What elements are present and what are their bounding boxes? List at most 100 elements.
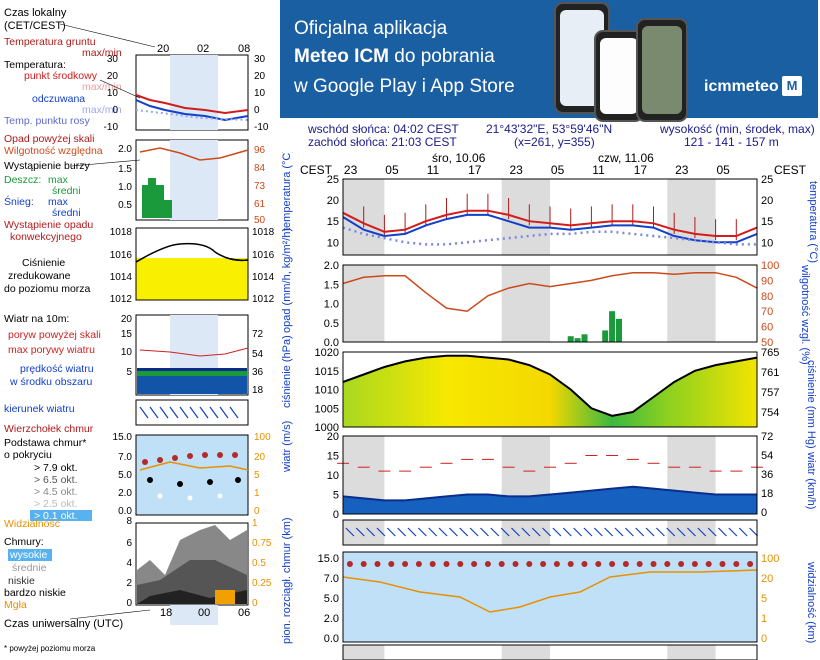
svg-text:0: 0: [254, 105, 260, 116]
cloud-ytick: 0.0: [324, 633, 339, 645]
day-label-1: śro, 10.06: [432, 152, 486, 165]
wind-arrow-icon: [728, 527, 738, 537]
cloud-top-dot: [374, 561, 381, 567]
svg-text:o pokryciu: o pokryciu: [4, 449, 52, 461]
svg-text:72: 72: [252, 329, 264, 340]
svg-text:1014: 1014: [252, 272, 275, 283]
svg-text:poryw powyżej skali: poryw powyżej skali: [8, 329, 101, 341]
hour-label: 23: [675, 163, 689, 177]
svg-text:20: 20: [121, 314, 133, 325]
wind-arrow-icon: [376, 527, 386, 537]
svg-text:średni: średni: [52, 185, 81, 197]
panel-frame: [342, 178, 758, 256]
cloud-top-dot: [733, 561, 740, 567]
mini-panels: [135, 54, 249, 625]
precip-ytick: 1.0: [324, 299, 339, 311]
vis-ytick: 100: [761, 553, 779, 565]
svg-text:96: 96: [254, 145, 266, 156]
local-time-sub: (CET/CEST): [4, 20, 66, 32]
svg-text:0: 0: [112, 105, 118, 116]
svg-text:max porywy wiatru: max porywy wiatru: [8, 344, 95, 356]
svg-text:1.0: 1.0: [118, 182, 132, 193]
vis-ytick: 0: [761, 633, 767, 645]
wind-ytick: 20: [327, 431, 339, 443]
vis-ylabel: widzialność (km): [805, 561, 817, 643]
tz-label-right: CEST: [774, 163, 807, 177]
wind-ytick: 5: [333, 490, 339, 502]
svg-text:20: 20: [254, 71, 266, 82]
utc-label: Czas uniwersalny (UTC): [4, 618, 123, 630]
svg-text:00: 00: [198, 607, 210, 619]
svg-text:konwekcyjnego: konwekcyjnego: [10, 231, 82, 243]
local-tick-20: 20: [157, 43, 169, 55]
precip-ytick: 0.0: [324, 337, 339, 349]
svg-text:> 4.5 okt.: > 4.5 okt.: [34, 486, 78, 498]
svg-text:0: 0: [254, 506, 260, 517]
svg-text:0.5: 0.5: [252, 558, 266, 569]
wind-arrow-icon: [139, 406, 149, 419]
wind-area: [343, 486, 757, 514]
elevation-values: 121 - 141 - 157 m: [684, 135, 779, 149]
wind-arrow-icon: [417, 527, 427, 537]
night-band: [343, 520, 385, 545]
svg-text:2.0: 2.0: [118, 144, 132, 155]
pressure-line: [342, 354, 758, 417]
pres-ytick: 1020: [315, 347, 339, 359]
wind-arrow-icon: [635, 527, 645, 537]
hum-ylabel: wilgotność wzgl. (%): [799, 264, 811, 365]
cloud-top-dot: [636, 561, 643, 567]
footnote: * powyżej poziomu morza: [4, 644, 96, 653]
svg-text:Wierzchołek chmur: Wierzchołek chmur: [4, 423, 94, 435]
wind-arrow-icon: [573, 527, 583, 537]
phone-image-right: [636, 18, 688, 122]
svg-text:> 2.5 okt.: > 2.5 okt.: [34, 498, 78, 510]
sunset-text: zachód słońca: 21:03 CEST: [308, 135, 457, 149]
svg-text:kierunek wiatru: kierunek wiatru: [4, 403, 75, 415]
svg-text:> 6.5 okt.: > 6.5 okt.: [34, 474, 78, 486]
wind-arrow-icon: [583, 527, 593, 537]
precip-ytick: 0.5: [324, 318, 339, 330]
wind-ytick-r: 36: [761, 469, 773, 481]
wind-arrow-icon: [500, 527, 510, 537]
temp-ytick-r: 15: [761, 216, 773, 228]
pres-ytick-r: 757: [761, 387, 779, 399]
rain-bar: [574, 338, 581, 342]
local-tick-02: 02: [197, 43, 209, 55]
svg-text:8: 8: [126, 516, 132, 527]
svg-text:bardzo niskie: bardzo niskie: [4, 587, 66, 599]
svg-text:1012: 1012: [252, 294, 275, 305]
wind-arrow-icon: [428, 527, 438, 537]
wind-arrow-icon: [645, 527, 655, 537]
vis-ytick: 1: [761, 613, 767, 625]
svg-text:1016: 1016: [110, 250, 133, 261]
hour-label: 05: [717, 163, 731, 177]
svg-text:18: 18: [160, 607, 172, 619]
wind-arrow-icon: [407, 527, 417, 537]
hum-ytick: 80: [761, 291, 773, 303]
svg-text:zredukowane: zredukowane: [8, 270, 71, 282]
svg-text:50: 50: [254, 215, 266, 226]
svg-text:84: 84: [254, 163, 266, 174]
cloud-top-dot: [664, 561, 671, 567]
svg-text:do poziomu morza: do poziomu morza: [4, 283, 91, 295]
banner-line-1: Oficjalna aplikacja: [294, 18, 448, 39]
svg-text:Wiatr na 10m:: Wiatr na 10m:: [4, 313, 69, 325]
svg-text:2: 2: [126, 578, 132, 589]
app-banner[interactable]: Oficjalna aplikacja Meteo ICM do pobrani…: [280, 0, 818, 122]
cloud-top-dot: [705, 561, 712, 567]
visibility-line: [342, 569, 758, 613]
svg-text:Wystąpienie burzy: Wystąpienie burzy: [4, 160, 90, 172]
rain-bar: [609, 311, 616, 342]
wind-arrow-icon: [490, 527, 500, 537]
tz-label-left: CEST: [300, 163, 333, 177]
temp-ytick: 20: [327, 195, 339, 207]
wind-arrow-icon: [676, 527, 686, 537]
legend-svg: Czas lokalny (CET/CEST) 20 02 08: [4, 7, 275, 653]
svg-text:5: 5: [254, 470, 260, 481]
cloud-top-dot: [553, 561, 560, 567]
elevation-label: wysokość (min, środek, max): [660, 122, 815, 136]
svg-text:1016: 1016: [252, 250, 275, 261]
pres-ytick: 1010: [315, 385, 339, 397]
cloud-top-dot: [402, 561, 409, 567]
